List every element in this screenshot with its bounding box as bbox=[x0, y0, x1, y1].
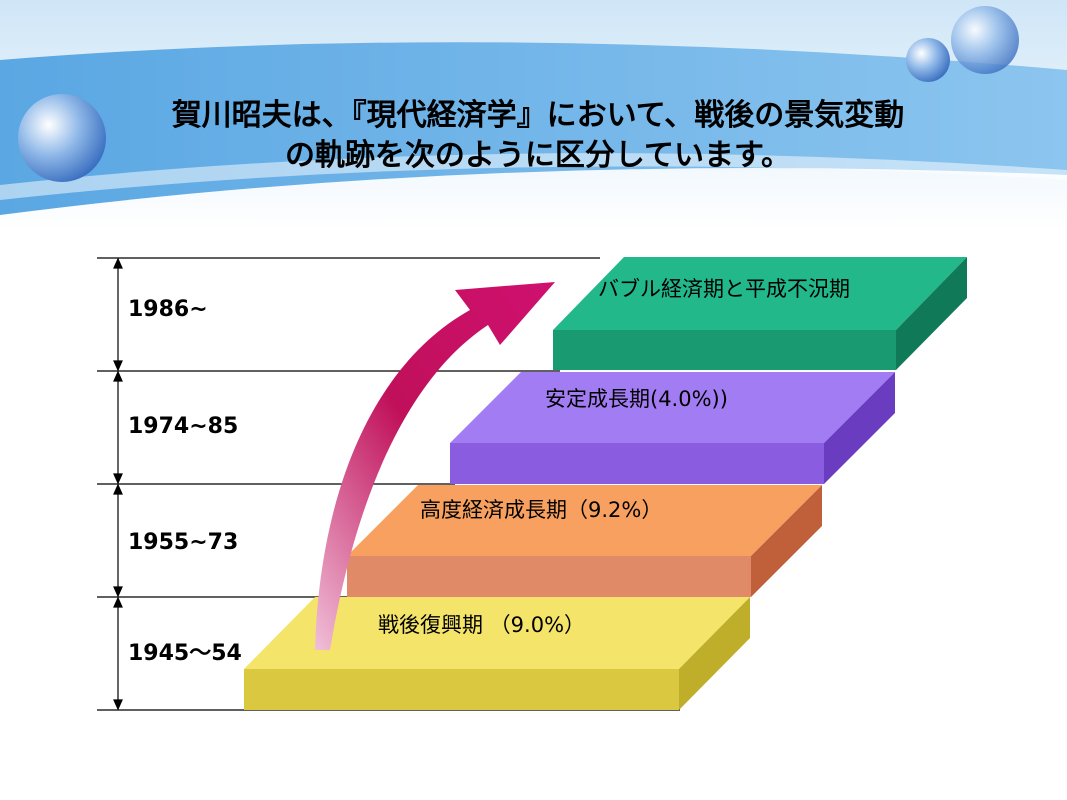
period-years: 1974~85 bbox=[128, 414, 238, 439]
period-label: バブル経済期と平成不況期 bbox=[598, 277, 850, 301]
background bbox=[0, 0, 1067, 230]
curved-arrow bbox=[315, 282, 555, 650]
step-orange bbox=[347, 485, 822, 597]
period-years: 1945～54 bbox=[128, 641, 242, 666]
period-years: 1986~ bbox=[128, 297, 208, 322]
title-line: の軌跡を次のように区分しています。 bbox=[285, 138, 791, 173]
step-yellow bbox=[244, 597, 750, 710]
period-label: 高度経済成長期（9.2%） bbox=[420, 498, 662, 522]
step-green bbox=[553, 257, 967, 370]
title-line: 賀川昭夫は、『現代経済学』において、戦後の景気変動 bbox=[172, 98, 905, 133]
period-label: 戦後復興期 （9.0%） bbox=[378, 613, 585, 637]
step-purple bbox=[450, 372, 895, 484]
period-years: 1955~73 bbox=[128, 530, 238, 555]
period-label: 安定成長期(4.0%)) bbox=[545, 387, 728, 411]
